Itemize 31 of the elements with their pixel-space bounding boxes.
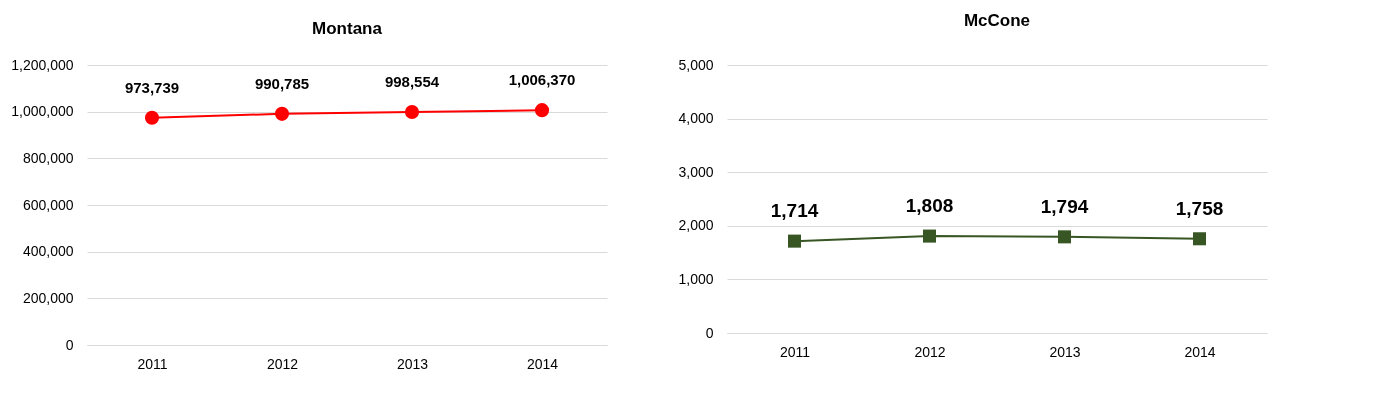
y-tick-label: 4,000 xyxy=(678,110,714,127)
y-tick-label: 1,000,000 xyxy=(11,103,74,120)
y-tick-label: 2,000 xyxy=(678,217,714,234)
x-tick-label: 2014 xyxy=(526,355,559,372)
data-label: 1,714 xyxy=(770,200,819,222)
y-tick-label: 3,000 xyxy=(678,163,714,180)
data-label: 998,554 xyxy=(384,73,440,90)
x-tick-label: 2012 xyxy=(266,355,299,372)
chart-title: Montana xyxy=(312,19,383,38)
x-tick-label: 2012 xyxy=(914,343,946,360)
x-tick-label: 2013 xyxy=(1049,343,1081,360)
y-tick-label: 5,000 xyxy=(678,56,714,73)
x-tick-label: 2013 xyxy=(396,355,429,372)
data-label: 1,808 xyxy=(905,195,954,217)
y-tick-label: 600,000 xyxy=(22,196,74,213)
x-tick-label: 2011 xyxy=(137,355,168,372)
y-tick-label: 400,000 xyxy=(22,243,74,260)
x-tick-label: 2014 xyxy=(1184,343,1216,360)
y-tick-label: 800,000 xyxy=(22,149,74,166)
y-tick-label: 0 xyxy=(65,336,74,353)
data-label: 1,006,370 xyxy=(508,71,576,89)
y-tick-label: 1,000 xyxy=(678,270,714,287)
data-label: 1,758 xyxy=(1175,197,1224,219)
data-label: 973,739 xyxy=(124,78,180,96)
y-tick-label: 200,000 xyxy=(22,289,74,306)
chart-title: McCone xyxy=(963,11,1031,30)
data-label: 1,794 xyxy=(1040,195,1089,217)
x-tick-label: 2011 xyxy=(779,343,811,360)
y-tick-label: 1,200,000 xyxy=(11,56,74,73)
y-tick-label: 0 xyxy=(705,324,714,341)
data-label: 990,785 xyxy=(254,74,310,92)
